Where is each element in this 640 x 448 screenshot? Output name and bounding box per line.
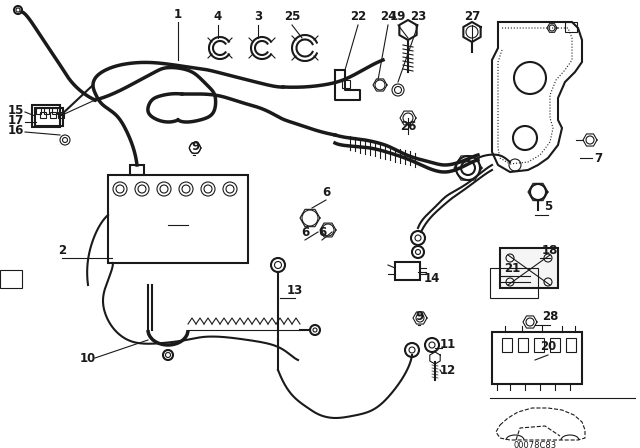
- Text: 24: 24: [380, 9, 396, 22]
- Bar: [35, 108, 63, 126]
- Text: 9: 9: [416, 310, 424, 323]
- Text: 5: 5: [544, 199, 552, 212]
- Bar: [32, 105, 60, 127]
- Bar: [40, 112, 46, 118]
- Bar: [50, 112, 56, 118]
- Text: 11: 11: [440, 339, 456, 352]
- Text: 13: 13: [287, 284, 303, 297]
- Text: 28: 28: [542, 310, 558, 323]
- Text: 21: 21: [504, 262, 520, 275]
- Bar: [36, 108, 41, 114]
- Bar: [130, 165, 144, 175]
- Bar: [502, 338, 512, 352]
- Text: 17: 17: [8, 113, 24, 126]
- Text: 4: 4: [214, 9, 222, 22]
- Bar: [52, 108, 57, 114]
- Text: 10: 10: [80, 352, 96, 365]
- Text: 14: 14: [424, 271, 440, 284]
- Text: 16: 16: [8, 124, 24, 137]
- Text: 19: 19: [390, 9, 406, 22]
- Text: 2: 2: [58, 244, 66, 257]
- Bar: [490, 268, 538, 298]
- Text: 6: 6: [301, 225, 309, 238]
- Bar: [492, 332, 582, 384]
- Bar: [58, 112, 64, 118]
- Bar: [0, 270, 22, 288]
- Text: 1: 1: [174, 8, 182, 21]
- Text: 00078C83: 00078C83: [513, 440, 557, 448]
- Text: 26: 26: [400, 120, 416, 133]
- Text: 12: 12: [440, 363, 456, 376]
- Text: 6: 6: [318, 225, 326, 238]
- Text: 25: 25: [284, 9, 300, 22]
- Text: 20: 20: [540, 340, 556, 353]
- Text: 9: 9: [191, 139, 199, 152]
- Text: 15: 15: [8, 103, 24, 116]
- Text: 23: 23: [410, 9, 426, 22]
- Text: 3: 3: [254, 9, 262, 22]
- Text: 22: 22: [350, 9, 366, 22]
- Bar: [566, 338, 576, 352]
- Bar: [395, 262, 420, 280]
- Bar: [550, 338, 560, 352]
- Bar: [500, 248, 558, 288]
- Bar: [565, 22, 577, 32]
- Text: 7: 7: [594, 151, 602, 164]
- Bar: [534, 338, 544, 352]
- Bar: [108, 175, 248, 263]
- Text: 18: 18: [542, 244, 558, 257]
- Text: 6: 6: [322, 185, 330, 198]
- Text: 27: 27: [464, 9, 480, 22]
- Bar: [518, 338, 528, 352]
- Bar: [44, 108, 49, 114]
- Bar: [342, 80, 350, 88]
